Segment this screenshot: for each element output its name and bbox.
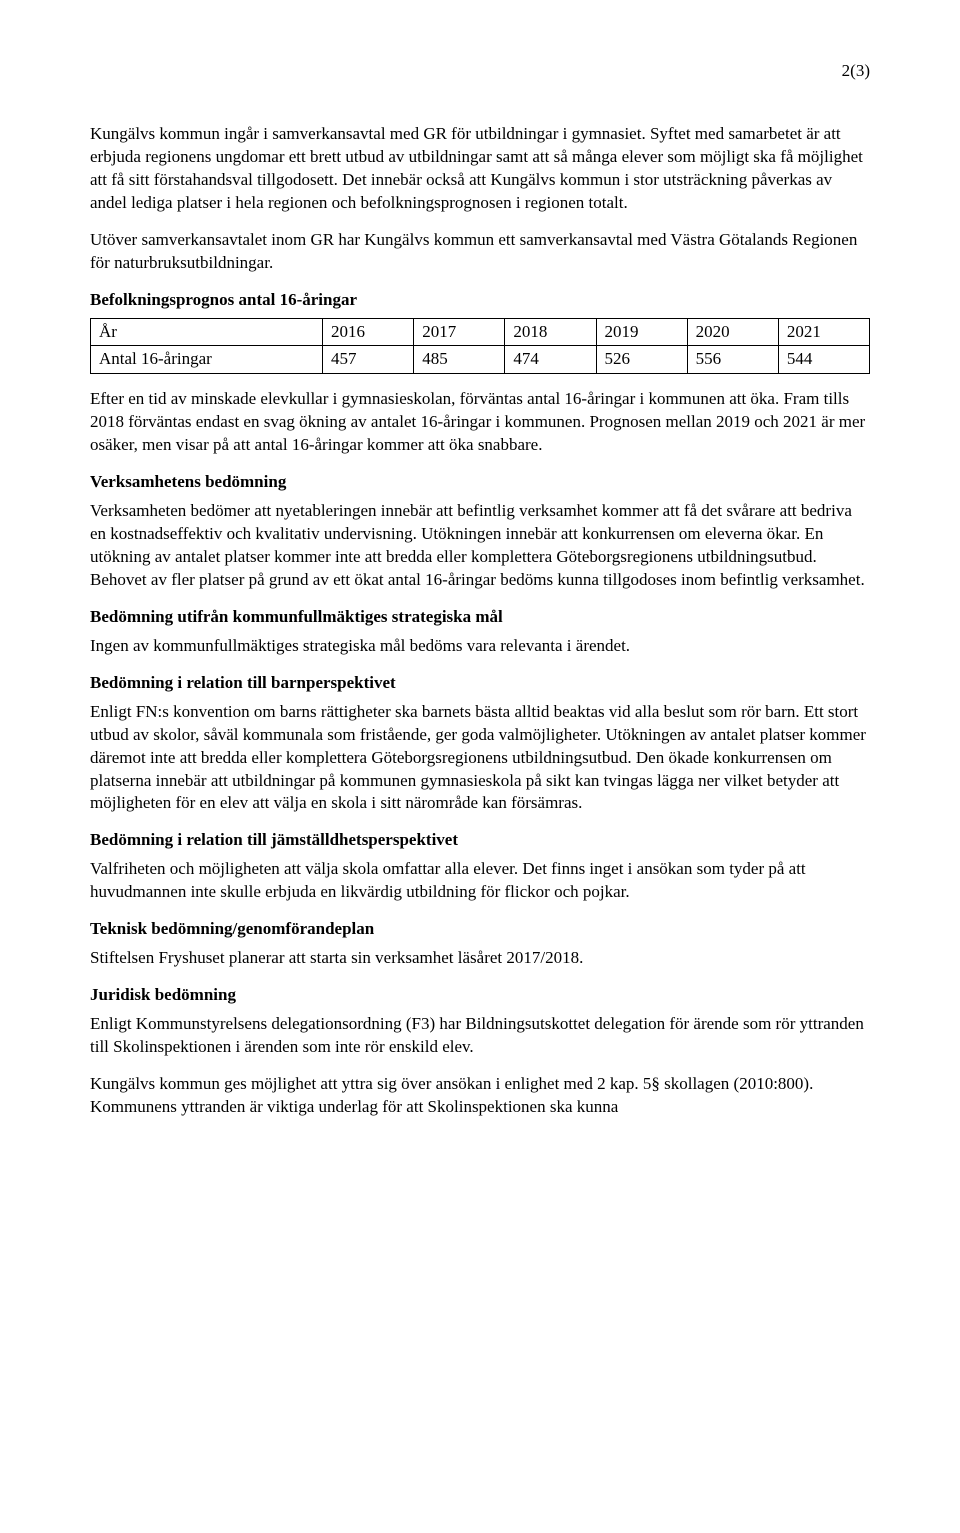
table-cell: 2020 bbox=[687, 318, 778, 346]
page-number: 2(3) bbox=[90, 60, 870, 83]
table-cell: 2017 bbox=[414, 318, 505, 346]
table-cell: Antal 16-åringar bbox=[91, 346, 323, 374]
paragraph-barnperspektivet: Enligt FN:s konvention om barns rättighe… bbox=[90, 701, 870, 816]
heading-jamstalldhet: Bedömning i relation till jämställdhetsp… bbox=[90, 829, 870, 852]
paragraph-juridisk-2: Kungälvs kommun ges möjlighet att yttra … bbox=[90, 1073, 870, 1119]
table-cell: 485 bbox=[414, 346, 505, 374]
paragraph-jamstalldhet: Valfriheten och möjligheten att välja sk… bbox=[90, 858, 870, 904]
heading-verksamhetens: Verksamhetens bedömning bbox=[90, 471, 870, 494]
heading-strategiska: Bedömning utifrån kommunfullmäktiges str… bbox=[90, 606, 870, 629]
paragraph-juridisk-1: Enligt Kommunstyrelsens delegationsordni… bbox=[90, 1013, 870, 1059]
table-cell: År bbox=[91, 318, 323, 346]
table-row: År 2016 2017 2018 2019 2020 2021 bbox=[91, 318, 870, 346]
table-cell: 2018 bbox=[505, 318, 596, 346]
table-cell: 2016 bbox=[323, 318, 414, 346]
paragraph-table-note: Efter en tid av minskade elevkullar i gy… bbox=[90, 388, 870, 457]
paragraph-strategiska: Ingen av kommunfullmäktiges strategiska … bbox=[90, 635, 870, 658]
paragraph-intro-1: Kungälvs kommun ingår i samverkansavtal … bbox=[90, 123, 870, 215]
heading-teknisk: Teknisk bedömning/genomförandeplan bbox=[90, 918, 870, 941]
table-row: Antal 16-åringar 457 485 474 526 556 544 bbox=[91, 346, 870, 374]
paragraph-verksamhetens: Verksamheten bedömer att nyetableringen … bbox=[90, 500, 870, 592]
heading-juridisk: Juridisk bedömning bbox=[90, 984, 870, 1007]
paragraph-teknisk: Stiftelsen Fryshuset planerar att starta… bbox=[90, 947, 870, 970]
table-title: Befolkningsprognos antal 16-åringar bbox=[90, 289, 870, 312]
table-cell: 457 bbox=[323, 346, 414, 374]
table-cell: 2019 bbox=[596, 318, 687, 346]
table-cell: 544 bbox=[778, 346, 869, 374]
table-cell: 556 bbox=[687, 346, 778, 374]
table-cell: 474 bbox=[505, 346, 596, 374]
heading-barnperspektivet: Bedömning i relation till barnperspektiv… bbox=[90, 672, 870, 695]
paragraph-intro-2: Utöver samverkansavtalet inom GR har Kun… bbox=[90, 229, 870, 275]
population-table: År 2016 2017 2018 2019 2020 2021 Antal 1… bbox=[90, 318, 870, 375]
table-cell: 2021 bbox=[778, 318, 869, 346]
table-cell: 526 bbox=[596, 346, 687, 374]
